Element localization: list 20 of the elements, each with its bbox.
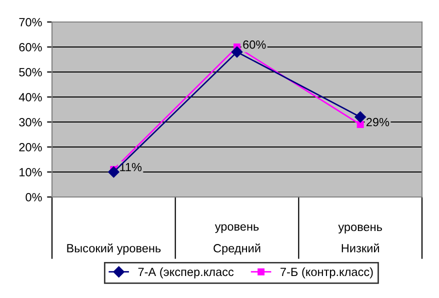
y-tick-label: 40%: [18, 93, 42, 102]
y-tick-label: 20%: [19, 143, 42, 152]
y-tick-label: 0%: [26, 193, 42, 202]
data-label: 29%: [366, 118, 390, 126]
data-label: 11%: [120, 162, 142, 172]
point: [354, 111, 366, 123]
point: [231, 46, 243, 58]
x-tick-label: уровень Низкий: [338, 224, 382, 252]
y-tick-label: 10%: [20, 168, 42, 176]
point: [108, 166, 120, 178]
x-tick-label: уровень Средний: [214, 224, 260, 255]
y-tick-label: 30%: [19, 118, 42, 126]
point: [356, 121, 364, 128]
x-tick-label: Высокий уровень: [67, 244, 161, 255]
legend-label: 7-Б (контр.класс): [280, 267, 373, 278]
y-tick-label: 50%: [19, 68, 42, 76]
data-label: 60%: [243, 40, 266, 49]
legend-label: 7-А (экспер.класс: [138, 267, 234, 278]
y-tick-label: 70%: [19, 18, 42, 26]
y-tick-label: 60%: [19, 43, 42, 52]
